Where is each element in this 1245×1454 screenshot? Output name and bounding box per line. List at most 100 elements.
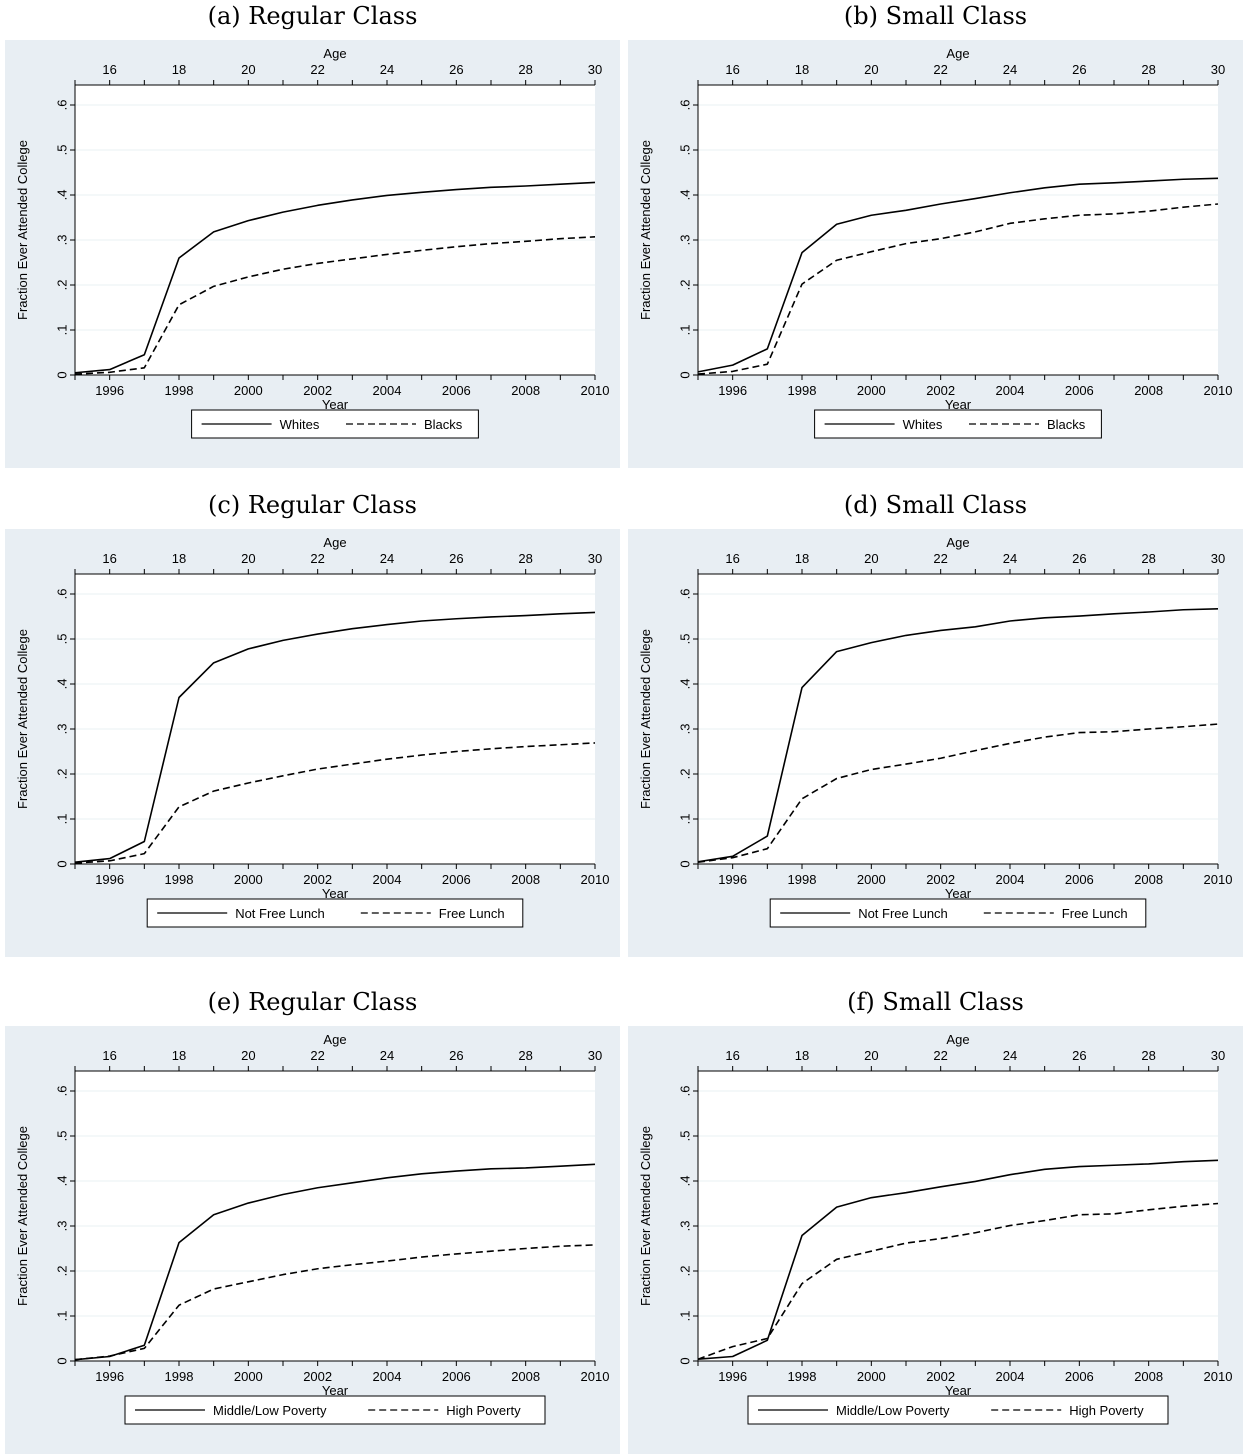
y-tick-label: .4 — [54, 1176, 69, 1187]
series-line-not-free-lunch — [74, 611, 596, 863]
x-tick-label: 1996 — [95, 1369, 124, 1384]
x-tick-label: 1996 — [718, 383, 747, 398]
legend: Middle/Low Poverty High Poverty — [747, 1395, 1169, 1425]
age-tick-label: 24 — [380, 1048, 394, 1063]
age-tick-label: 26 — [1072, 1048, 1086, 1063]
series-line-free-lunch — [697, 723, 1219, 863]
x-tick-label: 2000 — [857, 1369, 886, 1384]
age-tick-label: 18 — [795, 62, 809, 77]
x-tick-label: 2000 — [857, 872, 886, 887]
x-tick-label: 2010 — [581, 1369, 610, 1384]
y-tick-label: .1 — [54, 325, 69, 336]
x-tick-label: 2010 — [581, 872, 610, 887]
age-tick-label: 28 — [518, 62, 532, 77]
x-tick-label: 2006 — [442, 1369, 471, 1384]
y-tick-label: 0 — [677, 371, 692, 378]
y-tick-label: .3 — [54, 1221, 69, 1232]
y-tick-label: .1 — [677, 1311, 692, 1322]
x-tick-label: 2008 — [1134, 872, 1163, 887]
age-tick-label: 20 — [241, 62, 255, 77]
y-tick-label: .3 — [54, 235, 69, 246]
age-tick-label: 24 — [1003, 62, 1017, 77]
age-tick-label: 26 — [1072, 62, 1086, 77]
x-tick-label: 1996 — [95, 383, 124, 398]
age-tick-label: 28 — [1141, 62, 1155, 77]
x-tick-label: 1996 — [718, 872, 747, 887]
age-tick-label: 30 — [1211, 62, 1225, 77]
y-tick-label: .3 — [54, 724, 69, 735]
age-tick-label: 26 — [449, 62, 463, 77]
y-axis-title: Fraction Ever Attended College — [15, 1126, 30, 1306]
y-tick-label: .5 — [54, 1131, 69, 1142]
y-tick-label: .1 — [677, 325, 692, 336]
panel-title: (a) Regular Class — [207, 2, 418, 30]
x-tick-label: 2008 — [1134, 383, 1163, 398]
x-tick-label: 1996 — [718, 1369, 747, 1384]
x-tick-label: 2010 — [581, 383, 610, 398]
y-tick-label: .5 — [677, 145, 692, 156]
panel-title: (b) Small Class — [843, 2, 1028, 30]
age-tick-label: 18 — [795, 551, 809, 566]
y-tick-label: .2 — [677, 769, 692, 780]
series-line-blacks — [74, 236, 596, 375]
age-tick-label: 28 — [1141, 551, 1155, 566]
x-tick-label: 1998 — [788, 1369, 817, 1384]
series-line-free-lunch — [74, 742, 596, 864]
line-chart-svg: 0 .1 .2 .3 .4 .5 .6 1996 1998 2000 2002 2004 2006 200… — [5, 529, 620, 957]
legend: Not Free Lunch Free Lunch — [769, 898, 1147, 928]
y-tick-label: .4 — [677, 679, 692, 690]
age-tick-label: 28 — [518, 1048, 532, 1063]
y-tick-label: .4 — [677, 190, 692, 201]
age-axis-title: Age — [323, 1032, 346, 1047]
x-tick-label: 2004 — [996, 872, 1025, 887]
y-axis-title: Fraction Ever Attended College — [15, 140, 30, 320]
y-tick-label: .6 — [54, 589, 69, 600]
x-axis-title: Year — [322, 1383, 349, 1398]
age-tick-label: 22 — [933, 551, 947, 566]
x-tick-label: 2002 — [926, 1369, 955, 1384]
x-tick-label: 2006 — [1065, 872, 1094, 887]
legend: Not Free Lunch Free Lunch — [146, 898, 524, 928]
legend: Middle/Low Poverty High Poverty — [124, 1395, 546, 1425]
series-line-whites — [697, 177, 1219, 373]
age-tick-label: 20 — [241, 1048, 255, 1063]
y-axis-title: Fraction Ever Attended College — [638, 629, 653, 809]
x-tick-label: 2008 — [511, 383, 540, 398]
legend-label: Blacks — [1047, 417, 1086, 432]
x-tick-label: 2004 — [373, 1369, 402, 1384]
y-tick-label: 0 — [54, 860, 69, 867]
legend-label: High Poverty — [1069, 1403, 1144, 1418]
line-chart-svg: 0 .1 .2 .3 .4 .5 .6 1996 1998 2000 2002 2004 2006 200… — [628, 1026, 1243, 1454]
x-tick-label: 2002 — [926, 872, 955, 887]
age-tick-label: 22 — [310, 551, 324, 566]
y-tick-label: .4 — [677, 1176, 692, 1187]
x-tick-label: 2002 — [303, 872, 332, 887]
x-tick-label: 2004 — [996, 1369, 1025, 1384]
x-tick-label: 1998 — [165, 383, 194, 398]
age-tick-label: 22 — [933, 62, 947, 77]
panel-title: (f) Small Class — [847, 988, 1024, 1016]
age-tick-label: 22 — [310, 62, 324, 77]
y-tick-label: .2 — [54, 1266, 69, 1277]
age-tick-label: 16 — [102, 551, 116, 566]
y-tick-label: .5 — [54, 145, 69, 156]
x-tick-label: 1998 — [788, 383, 817, 398]
age-tick-label: 18 — [172, 1048, 186, 1063]
legend: Whites Blacks — [191, 409, 479, 439]
y-tick-label: .3 — [677, 235, 692, 246]
age-tick-label: 18 — [172, 62, 186, 77]
x-tick-label: 2010 — [1204, 1369, 1233, 1384]
age-tick-label: 22 — [310, 1048, 324, 1063]
age-axis-title: Age — [946, 46, 969, 61]
age-tick-label: 28 — [1141, 1048, 1155, 1063]
age-tick-label: 24 — [380, 551, 394, 566]
legend-label: Middle/Low Poverty — [836, 1403, 950, 1418]
age-tick-label: 20 — [864, 551, 878, 566]
line-chart-svg: 0 .1 .2 .3 .4 .5 .6 1996 1998 2000 2002 2004 2006 200… — [5, 40, 620, 468]
series-line-blacks — [697, 203, 1219, 375]
age-tick-label: 24 — [1003, 1048, 1017, 1063]
y-tick-label: .6 — [54, 100, 69, 111]
legend-label: Whites — [903, 417, 943, 432]
y-tick-label: .6 — [677, 1086, 692, 1097]
age-tick-label: 18 — [795, 1048, 809, 1063]
